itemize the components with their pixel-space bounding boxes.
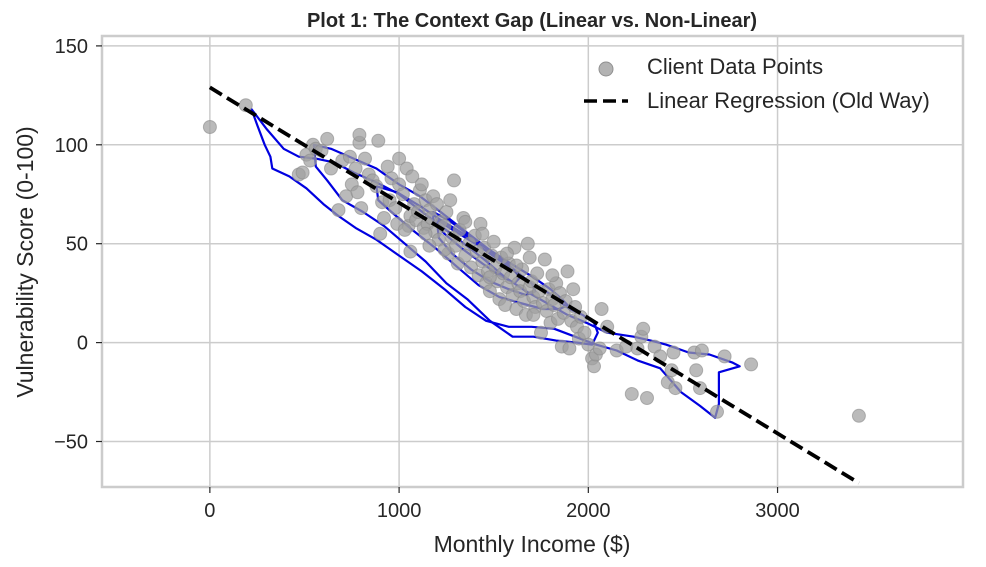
data-point xyxy=(522,250,537,265)
data-point xyxy=(689,363,704,378)
data-point xyxy=(342,149,357,164)
data-point xyxy=(397,222,412,237)
data-point xyxy=(377,211,391,225)
data-point xyxy=(443,193,458,208)
data-point xyxy=(358,151,372,166)
data-point xyxy=(851,408,866,423)
data-point xyxy=(238,98,253,113)
data-point xyxy=(534,325,548,340)
data-point xyxy=(403,244,418,259)
data-point xyxy=(422,238,437,253)
data-point xyxy=(352,127,367,142)
data-point xyxy=(577,325,592,340)
data-point xyxy=(475,226,490,241)
x-tick-label: 2000 xyxy=(566,500,611,522)
plot-frame xyxy=(100,34,965,489)
data-point xyxy=(500,246,514,261)
data-point xyxy=(439,205,454,219)
data-point xyxy=(350,185,365,200)
data-point xyxy=(594,302,609,316)
data-point xyxy=(486,234,501,249)
data-point xyxy=(418,226,433,241)
data-point xyxy=(545,268,560,283)
axis-ticks: 0 1000 2000 3000 −50 0 50 100 150 xyxy=(54,36,800,522)
data-point xyxy=(373,226,388,241)
x-tick-label: 0 xyxy=(204,500,215,522)
data-point xyxy=(354,201,369,216)
data-point xyxy=(458,214,473,229)
data-point xyxy=(388,201,403,216)
y-tick-label: 150 xyxy=(55,36,88,58)
data-point xyxy=(303,153,318,168)
data-point xyxy=(592,341,607,356)
data-point xyxy=(482,284,497,299)
data-point xyxy=(509,258,524,273)
data-point xyxy=(437,242,452,257)
data-point xyxy=(202,120,217,134)
data-point xyxy=(562,341,577,356)
legend: Client Data Points Linear Regression (Ol… xyxy=(584,54,930,113)
data-point xyxy=(560,264,575,279)
data-point xyxy=(526,307,541,322)
data-point xyxy=(520,236,535,251)
data-point xyxy=(320,131,335,146)
x-axis-label: Monthly Income ($) xyxy=(434,531,631,557)
data-point xyxy=(640,391,654,405)
data-point xyxy=(371,133,386,148)
data-point xyxy=(414,177,429,192)
legend-marker-points xyxy=(598,61,614,77)
data-point xyxy=(624,387,639,401)
data-point xyxy=(744,357,759,372)
x-tick-label: 3000 xyxy=(755,500,800,522)
y-tick-label: 50 xyxy=(66,234,88,256)
y-tick-label: 0 xyxy=(77,333,88,355)
data-point xyxy=(482,270,497,285)
x-tick-label: 1000 xyxy=(377,500,422,522)
data-point xyxy=(666,345,681,360)
grid-lines xyxy=(102,36,963,487)
legend-label-regression: Linear Regression (Old Way) xyxy=(647,88,930,113)
regression-line xyxy=(208,85,860,485)
data-point xyxy=(636,321,651,336)
data-point xyxy=(717,349,732,364)
data-point xyxy=(668,381,683,396)
data-point xyxy=(566,282,581,297)
data-point xyxy=(405,169,420,184)
data-point xyxy=(694,343,709,358)
data-point xyxy=(447,173,461,188)
y-tick-label: 100 xyxy=(55,135,88,157)
chart-title: Plot 1: The Context Gap (Linear vs. Non-… xyxy=(307,10,757,32)
legend-label-points: Client Data Points xyxy=(647,54,823,79)
y-tick-label: −50 xyxy=(54,432,88,454)
data-point xyxy=(395,187,410,202)
data-point xyxy=(380,159,395,174)
data-point xyxy=(587,359,601,374)
data-point xyxy=(331,203,346,218)
data-point xyxy=(429,197,444,212)
y-axis-label: Vulnerability Score (0-100) xyxy=(12,126,38,397)
regression-line-group xyxy=(208,85,860,485)
data-point xyxy=(295,165,310,180)
data-point xyxy=(537,252,552,267)
data-point xyxy=(710,404,724,419)
data-point xyxy=(392,151,407,166)
data-point xyxy=(530,266,545,281)
